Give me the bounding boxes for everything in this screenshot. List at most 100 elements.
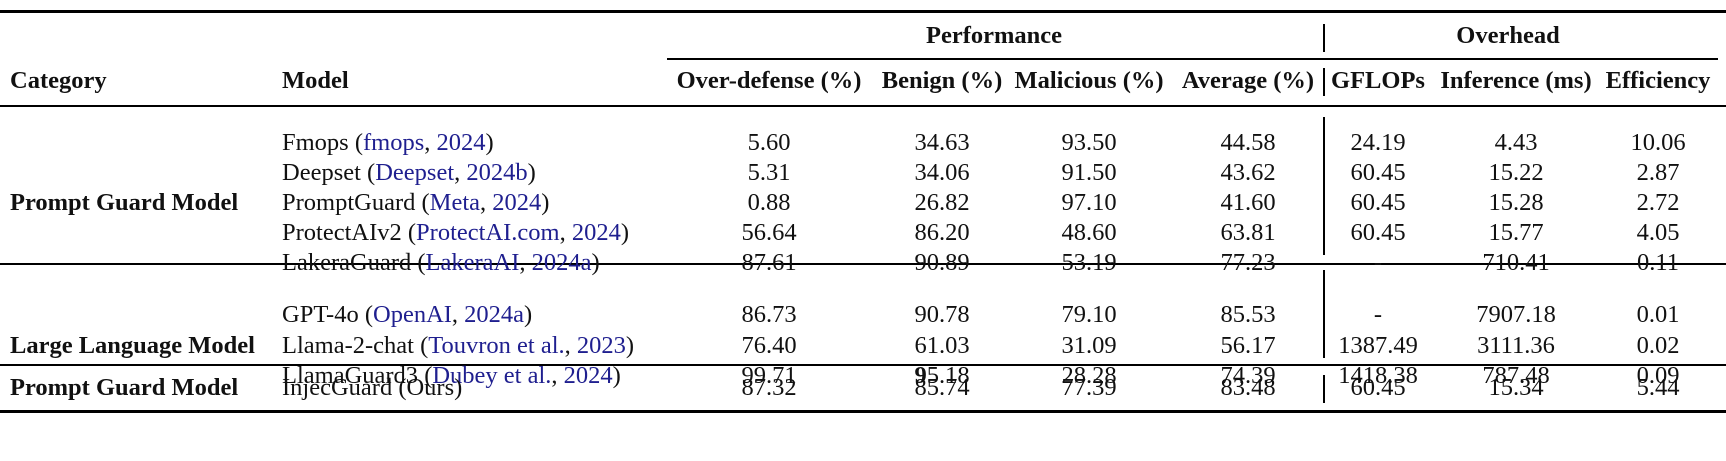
cell-efficiency: 0.11 bbox=[1637, 249, 1679, 276]
citation-link[interactable]: Meta bbox=[429, 189, 481, 216]
cell-malicious: 28.28 bbox=[1061, 362, 1117, 389]
benign-bold-digit: 9 bbox=[914, 362, 927, 389]
cell-gflops: - bbox=[1373, 301, 1383, 328]
cell-malicious: 31.09 bbox=[1061, 332, 1117, 359]
column-separator bbox=[1323, 375, 1325, 403]
cell-gflops: 1387.49 bbox=[1338, 332, 1418, 359]
cell-average: 41.60 bbox=[1220, 189, 1276, 216]
citation-link[interactable]: OpenAI bbox=[373, 301, 452, 328]
cell-malicious: 53.19 bbox=[1061, 249, 1117, 276]
header-col-efficiency: Efficiency bbox=[1605, 67, 1711, 94]
cell-benign: 85.74 bbox=[914, 374, 970, 401]
model-name: Deepset (Deepset, 2024b) bbox=[282, 159, 536, 186]
cell-average: 74.39 bbox=[1220, 362, 1276, 389]
bottom-rule bbox=[0, 410, 1726, 413]
cell-malicious: 48.60 bbox=[1061, 219, 1117, 246]
cell-over-defense: 99.71 bbox=[741, 362, 797, 389]
cell-inference: 3111.36 bbox=[1477, 332, 1555, 359]
group-rule-1 bbox=[0, 263, 1726, 265]
cell-average: 63.81 bbox=[1220, 219, 1276, 246]
cell-malicious: 91.50 bbox=[1061, 159, 1117, 186]
citation-link[interactable]: 2024a bbox=[464, 301, 525, 328]
cell-benign: 34.63 bbox=[914, 129, 970, 156]
column-separator bbox=[1323, 270, 1325, 358]
cell-benign: 34.06 bbox=[914, 159, 970, 186]
cell-gflops: 60.45 bbox=[1350, 159, 1406, 186]
header-col-benign: Benign (%) bbox=[881, 67, 1003, 94]
cell-average: 83.48 bbox=[1220, 374, 1276, 401]
cell-gflops: 60.45 bbox=[1350, 374, 1406, 401]
category-label: Prompt Guard Model bbox=[10, 189, 239, 216]
cell-benign: 95.18 bbox=[914, 361, 969, 391]
benign-rest: 5.18 bbox=[926, 362, 970, 389]
citation-link[interactable]: 2024a bbox=[531, 249, 592, 276]
cell-efficiency: 0.01 bbox=[1636, 301, 1680, 328]
category-label: Large Language Model bbox=[10, 332, 255, 359]
cell-average: 44.58 bbox=[1220, 129, 1276, 156]
cell-over-defense: 87.61 bbox=[741, 249, 797, 276]
citation-link[interactable]: 2024 bbox=[436, 129, 486, 156]
header-col-average: Average (%) bbox=[1181, 67, 1315, 94]
citation-link[interactable]: Dubey et al. bbox=[432, 362, 552, 389]
model-name: Llama-2-chat (Touvron et al., 2023) bbox=[282, 332, 635, 359]
model-name: InjecGuard (Ours) bbox=[282, 374, 463, 401]
cell-over-defense: 56.64 bbox=[741, 219, 797, 246]
header-category: Category bbox=[10, 67, 107, 94]
header-col-over-defense: Over-defense (%) bbox=[676, 67, 862, 94]
cell-efficiency: 0.09 bbox=[1636, 362, 1680, 389]
cell-gflops: 60.45 bbox=[1350, 189, 1406, 216]
citation-link[interactable]: Touvron et al. bbox=[428, 332, 565, 359]
cell-inference: 15.34 bbox=[1488, 374, 1544, 401]
cell-benign: 26.82 bbox=[914, 189, 970, 216]
citation-link[interactable]: ProtectAI.com bbox=[416, 219, 560, 246]
header-model: Model bbox=[282, 67, 349, 94]
cell-gflops: 60.45 bbox=[1350, 219, 1406, 246]
cell-efficiency: 2.72 bbox=[1636, 189, 1680, 216]
cell-malicious: 79.10 bbox=[1061, 301, 1117, 328]
header-group-performance: Performance bbox=[925, 22, 1063, 49]
citation-link[interactable]: 2024 bbox=[563, 362, 613, 389]
model-name: ProtectAIv2 (ProtectAI.com, 2024) bbox=[282, 219, 630, 246]
model-name: GPT-4o (OpenAI, 2024a) bbox=[282, 301, 533, 328]
cell-over-defense: 5.60 bbox=[747, 129, 791, 156]
cell-average: 85.53 bbox=[1220, 301, 1276, 328]
cell-benign: 90.78 bbox=[914, 301, 970, 328]
header-col-malicious: Malicious (%) bbox=[1014, 67, 1164, 94]
header-rule bbox=[0, 105, 1726, 107]
cell-gflops: 1418.38 bbox=[1338, 362, 1418, 389]
citation-link[interactable]: fmops bbox=[363, 129, 425, 156]
cell-efficiency: 5.44 bbox=[1636, 374, 1680, 401]
cell-inference: 15.28 bbox=[1488, 189, 1544, 216]
model-name: LlamaGuard3 (Dubey et al., 2024) bbox=[282, 362, 621, 389]
cell-benign: 86.20 bbox=[914, 219, 970, 246]
header-group-overhead: Overhead bbox=[1456, 22, 1560, 49]
cell-over-defense: 86.73 bbox=[741, 301, 797, 328]
cell-inference: 7907.18 bbox=[1476, 301, 1556, 328]
cell-inference: 787.48 bbox=[1482, 362, 1550, 389]
cell-malicious: 77.39 bbox=[1061, 374, 1117, 401]
cell-efficiency: 0.02 bbox=[1636, 332, 1680, 359]
cell-malicious: 97.10 bbox=[1061, 189, 1117, 216]
cell-over-defense: 0.88 bbox=[747, 189, 791, 216]
model-name: Fmops (fmops, 2024) bbox=[282, 129, 494, 156]
citation-link[interactable]: Deepset bbox=[375, 159, 455, 186]
citation-link[interactable]: 2024b bbox=[466, 159, 528, 186]
cell-over-defense: 5.31 bbox=[747, 159, 791, 186]
citation-link[interactable]: LakeraAI bbox=[425, 249, 520, 276]
cell-benign: 61.03 bbox=[914, 332, 970, 359]
cell-inference: 15.77 bbox=[1488, 219, 1544, 246]
cell-average: 77.23 bbox=[1220, 249, 1276, 276]
citation-link[interactable]: 2024 bbox=[571, 219, 621, 246]
cell-inference: 710.41 bbox=[1482, 249, 1550, 276]
group-rule-2 bbox=[0, 364, 1726, 366]
cell-over-defense: 76.40 bbox=[741, 332, 797, 359]
cell-over-defense: 87.32 bbox=[741, 374, 797, 401]
citation-link[interactable]: 2024 bbox=[492, 189, 542, 216]
cell-average: 56.17 bbox=[1220, 332, 1276, 359]
header-col-inference: Inference (ms) bbox=[1440, 67, 1592, 94]
top-rule bbox=[0, 10, 1726, 13]
cell-efficiency: 2.87 bbox=[1636, 159, 1680, 186]
citation-link[interactable]: 2023 bbox=[576, 332, 626, 359]
header-col-gflops: GFLOPs bbox=[1331, 67, 1425, 94]
cell-efficiency: 4.05 bbox=[1636, 219, 1680, 246]
